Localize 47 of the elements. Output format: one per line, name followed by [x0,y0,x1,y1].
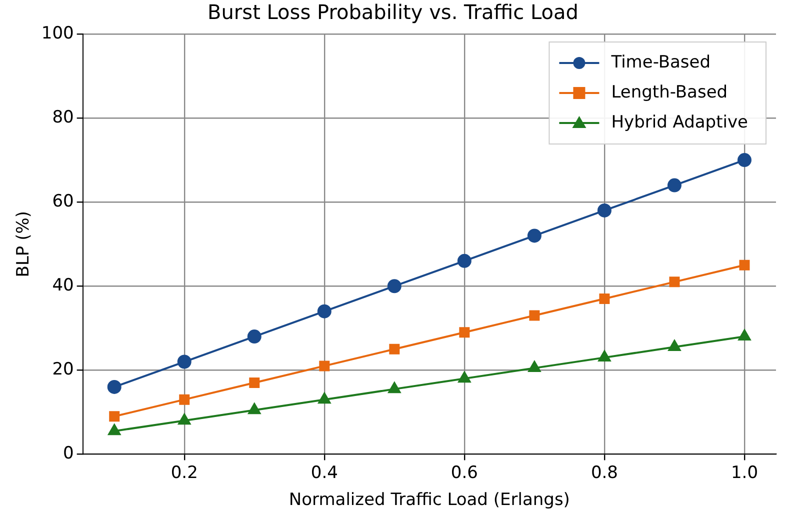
y-tick-label: 80 [52,107,74,128]
point [458,372,471,383]
point [248,403,261,414]
point [737,153,752,168]
point [388,382,401,394]
x-tick-label: 1.0 [730,462,758,483]
point [318,392,331,404]
point [597,203,612,218]
point [387,279,402,294]
point [179,394,190,405]
point [598,350,611,362]
point [317,304,332,318]
x-axis-title: Normalized Traffic Load (Erlangs) [288,490,570,510]
point [177,354,192,369]
x-tick-label: 0.4 [310,462,338,483]
y-axis-title: BLP (%) [14,210,34,278]
x-tick-label: 0.8 [590,462,618,483]
point [738,330,751,341]
point [667,178,682,192]
point [527,228,542,243]
point [459,327,470,338]
y-tick-label: 40 [52,276,74,296]
y-tick-label: 60 [52,192,74,212]
point [529,310,540,321]
point [528,361,541,372]
point [739,260,750,270]
point [669,276,680,288]
chart-title: Burst Loss Probability vs. Traffic Load [208,0,578,24]
point [247,330,262,344]
x-tick-label: 0.6 [450,462,478,483]
y-tick-label: 100 [41,23,74,44]
y-tick-label: 20 [52,360,74,380]
point [457,254,472,268]
point [108,424,121,436]
point [107,380,122,394]
x-tick-label: 0.2 [170,462,198,483]
point [319,360,330,372]
point [389,344,400,354]
point [249,378,260,388]
point [178,414,191,425]
legend-label: Length-Based [611,82,728,102]
y-tick-label: 0 [63,444,74,464]
legend-label: Hybrid Adaptive [611,112,748,132]
point [109,411,120,422]
point [599,293,610,304]
point [668,340,681,352]
legend-label: Time-Based [610,52,711,72]
